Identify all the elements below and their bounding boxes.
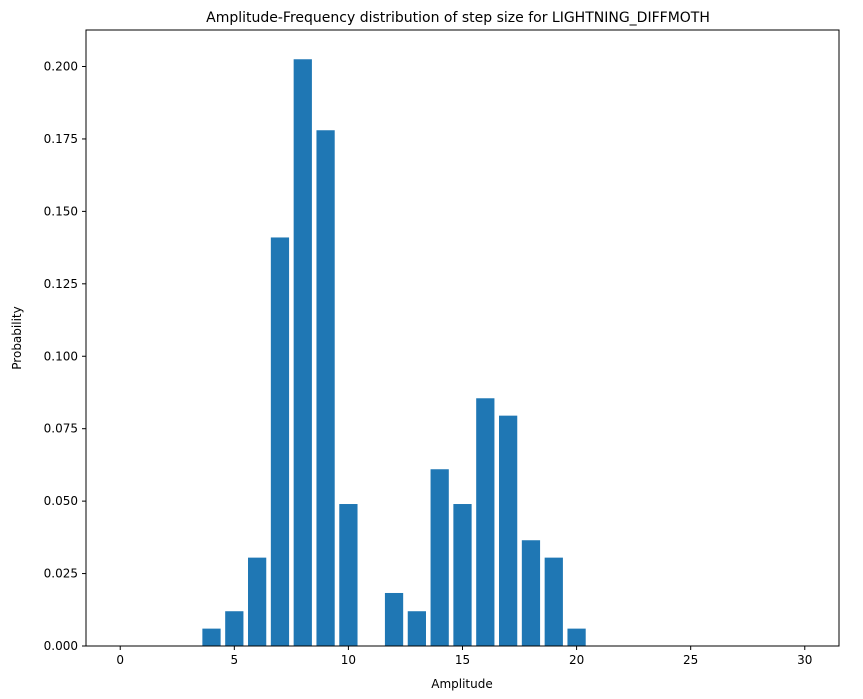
chart-title: Amplitude-Frequency distribution of step… <box>206 10 710 26</box>
x-ticks-group: 0 5 10 15 20 25 30 <box>116 646 812 667</box>
x-tick-label: 30 <box>797 653 812 667</box>
bar-4 <box>202 628 221 646</box>
bar-8 <box>293 59 312 646</box>
plot-frame <box>85 29 840 647</box>
bar-9 <box>316 130 335 646</box>
bar-17 <box>499 415 518 646</box>
bars-group <box>202 59 586 646</box>
bar-10 <box>339 504 358 646</box>
y-tick-label: 0.100 <box>44 349 78 363</box>
bar-16 <box>476 398 495 646</box>
y-tick-label: 0.075 <box>44 422 78 436</box>
y-tick-label: 0.125 <box>44 277 78 291</box>
y-tick-label: 0.175 <box>44 132 78 146</box>
x-tick-label: 15 <box>455 653 470 667</box>
y-tick-label: 0.000 <box>44 639 78 653</box>
x-tick-label: 0 <box>116 653 124 667</box>
x-tick-label: 10 <box>341 653 356 667</box>
bar-15 <box>453 504 472 646</box>
x-axis-label: Amplitude <box>431 677 493 691</box>
bar-5 <box>225 611 244 646</box>
bar-19 <box>544 557 563 646</box>
x-tick-label: 20 <box>569 653 584 667</box>
bar-20 <box>567 628 586 646</box>
y-tick-label: 0.200 <box>44 60 78 74</box>
y-tick-label: 0.150 <box>44 204 78 218</box>
y-tick-label: 0.025 <box>44 567 78 581</box>
y-tick-label: 0.050 <box>44 494 78 508</box>
x-tick-label: 5 <box>230 653 238 667</box>
bar-12 <box>384 592 404 646</box>
y-axis-label: Probability <box>10 306 24 369</box>
bar-14 <box>430 469 449 646</box>
x-tick-label: 25 <box>683 653 698 667</box>
bar-6 <box>248 557 267 646</box>
y-ticks-group: 0.000 0.025 0.050 0.075 0.100 0.125 0.150 0.175… <box>44 60 86 653</box>
bar-7 <box>270 237 290 646</box>
bar-18 <box>521 540 541 646</box>
bar-13 <box>407 611 426 646</box>
